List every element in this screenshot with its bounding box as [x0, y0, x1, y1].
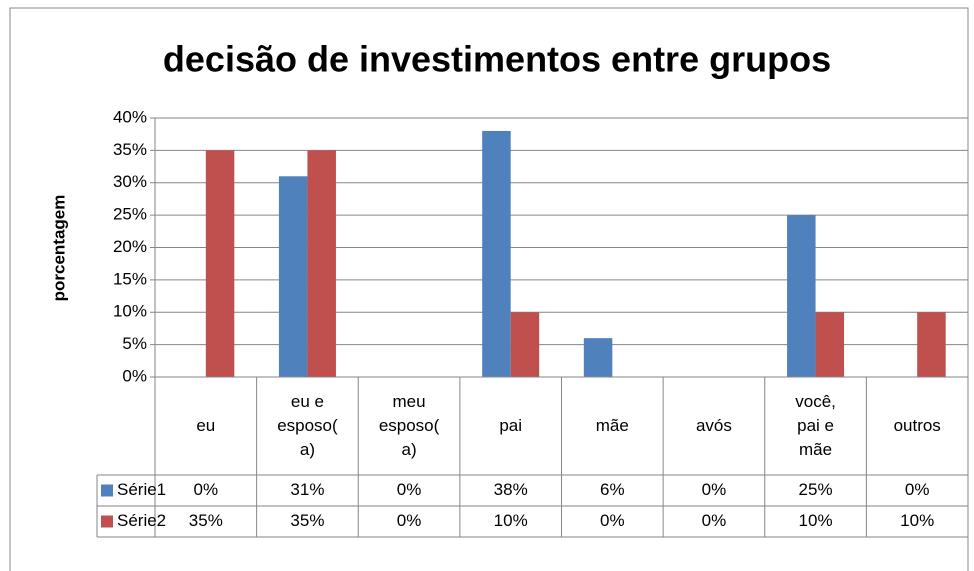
table-value: 0% [600, 511, 625, 530]
category-cell: outros [866, 377, 968, 475]
chart-title: decisão de investimentos entre grupos [163, 39, 831, 80]
table-value: 0% [905, 480, 930, 499]
category-cell: avós [663, 377, 765, 475]
category-cell: eu [155, 377, 257, 475]
bar [510, 312, 540, 377]
x-tick-label: você, pai e mãe [795, 392, 836, 459]
table-value: 35% [290, 511, 324, 530]
category-cell: pai [460, 377, 562, 475]
x-tick-label: eu [196, 416, 216, 435]
x-tick-label: mãe [595, 416, 629, 435]
table-value: 0% [397, 511, 422, 530]
y-tick-label: 5% [122, 334, 147, 353]
bar [307, 150, 336, 377]
legend-key [101, 484, 113, 497]
table-value: 0% [702, 511, 727, 530]
y-tick-label: 20% [113, 237, 147, 256]
bar [815, 312, 845, 377]
category-cell: você, pai e mãe [765, 377, 867, 475]
table-value: 10% [900, 511, 934, 530]
table-value: 38% [494, 480, 528, 499]
legend-label: Série2 [117, 511, 166, 530]
y-tick-label: 40% [113, 107, 147, 126]
y-tick-label: 10% [113, 302, 147, 321]
bar [787, 215, 816, 377]
x-tick-label: pai [499, 416, 523, 435]
x-tick-label: outros [893, 416, 941, 435]
bar [278, 176, 308, 377]
table-value: 0% [194, 480, 219, 499]
chart-border [9, 7, 969, 571]
y-tick-label: 35% [113, 140, 147, 159]
legend-key [101, 515, 113, 528]
y-tick-label: 0% [122, 366, 147, 385]
category-cell: mãe [562, 377, 664, 475]
bar [205, 150, 235, 377]
category-cell: meu esposo(a) [358, 377, 460, 475]
table-value: 35% [189, 511, 223, 530]
legend-label: Série1 [117, 480, 166, 499]
table-value: 0% [702, 480, 727, 499]
bar [583, 338, 613, 377]
table-value: 31% [290, 480, 324, 499]
y-axis-label: porcentagem [49, 195, 68, 302]
table-value: 25% [799, 480, 833, 499]
table-value: 10% [494, 511, 528, 530]
y-tick-label: 15% [113, 269, 147, 288]
category-cell: eu e esposo(a) [257, 377, 359, 475]
x-tick-label: eu e esposo(a) [277, 392, 338, 459]
x-tick-label: avós [695, 416, 732, 435]
table-value: 10% [799, 511, 833, 530]
y-tick-label: 25% [113, 205, 147, 224]
x-tick-label: meu esposo(a) [378, 392, 440, 459]
table-value: 6% [600, 480, 625, 499]
bar [917, 312, 946, 377]
y-tick-label: 30% [113, 172, 147, 191]
bar [482, 130, 511, 377]
table-value: 0% [397, 480, 422, 499]
